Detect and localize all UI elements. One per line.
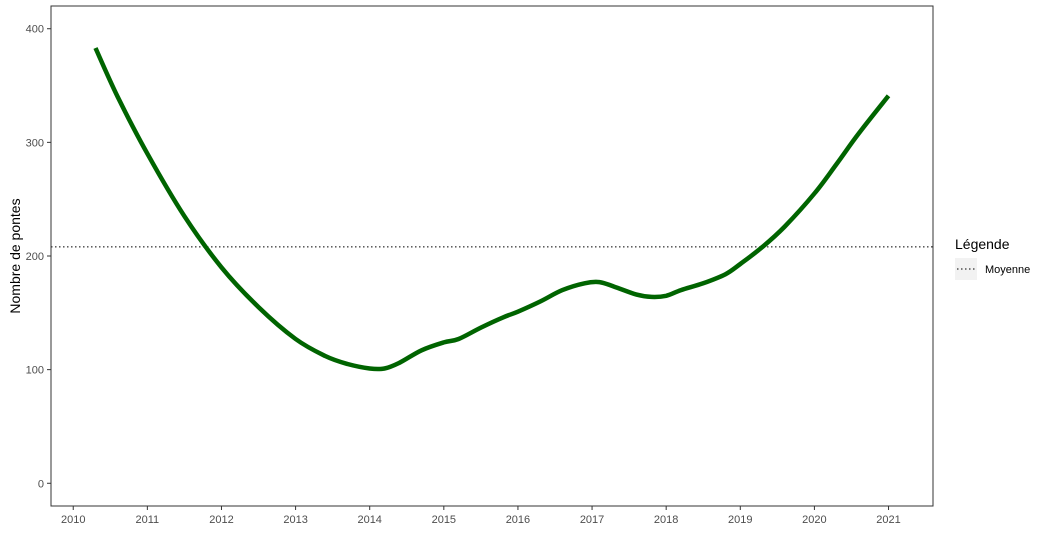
x-tick-label-2011: 2011 bbox=[136, 514, 160, 526]
x-tick-label-2017: 2017 bbox=[580, 514, 604, 526]
x-tick-label-2016: 2016 bbox=[506, 514, 530, 526]
plot-panel-border bbox=[50, 5, 934, 507]
series-line-0 bbox=[93, 47, 891, 372]
y-axis-title: Nombre de pontes bbox=[7, 198, 23, 313]
y-axis: 0 100 200 300 400 bbox=[26, 24, 51, 490]
x-tick-label-2020: 2020 bbox=[802, 514, 826, 526]
x-tick-label-2019: 2019 bbox=[728, 514, 752, 526]
legend-title: Légende bbox=[955, 236, 1010, 252]
x-tick-label-2010: 2010 bbox=[61, 514, 85, 526]
y-tick-label-300: 300 bbox=[26, 137, 44, 149]
x-tick-label-2021: 2021 bbox=[876, 514, 900, 526]
x-axis: 2010 2011 2012 2013 2014 2015 2016 2017 2018 2019… bbox=[61, 506, 901, 526]
y-tick-label-200: 200 bbox=[26, 251, 44, 263]
x-tick-label-2015: 2015 bbox=[432, 514, 456, 526]
x-tick-label-2014: 2014 bbox=[357, 514, 381, 526]
y-tick-label-0: 0 bbox=[38, 478, 44, 490]
legend: Légende Moyenne bbox=[955, 236, 1030, 280]
legend-entry-label: Moyenne bbox=[985, 264, 1030, 276]
y-tick-label-100: 100 bbox=[26, 365, 44, 377]
series-group bbox=[93, 47, 891, 372]
y-tick-label-400: 400 bbox=[26, 24, 44, 36]
x-tick-label-2013: 2013 bbox=[283, 514, 307, 526]
x-tick-label-2012: 2012 bbox=[209, 514, 233, 526]
x-tick-label-2018: 2018 bbox=[654, 514, 678, 526]
